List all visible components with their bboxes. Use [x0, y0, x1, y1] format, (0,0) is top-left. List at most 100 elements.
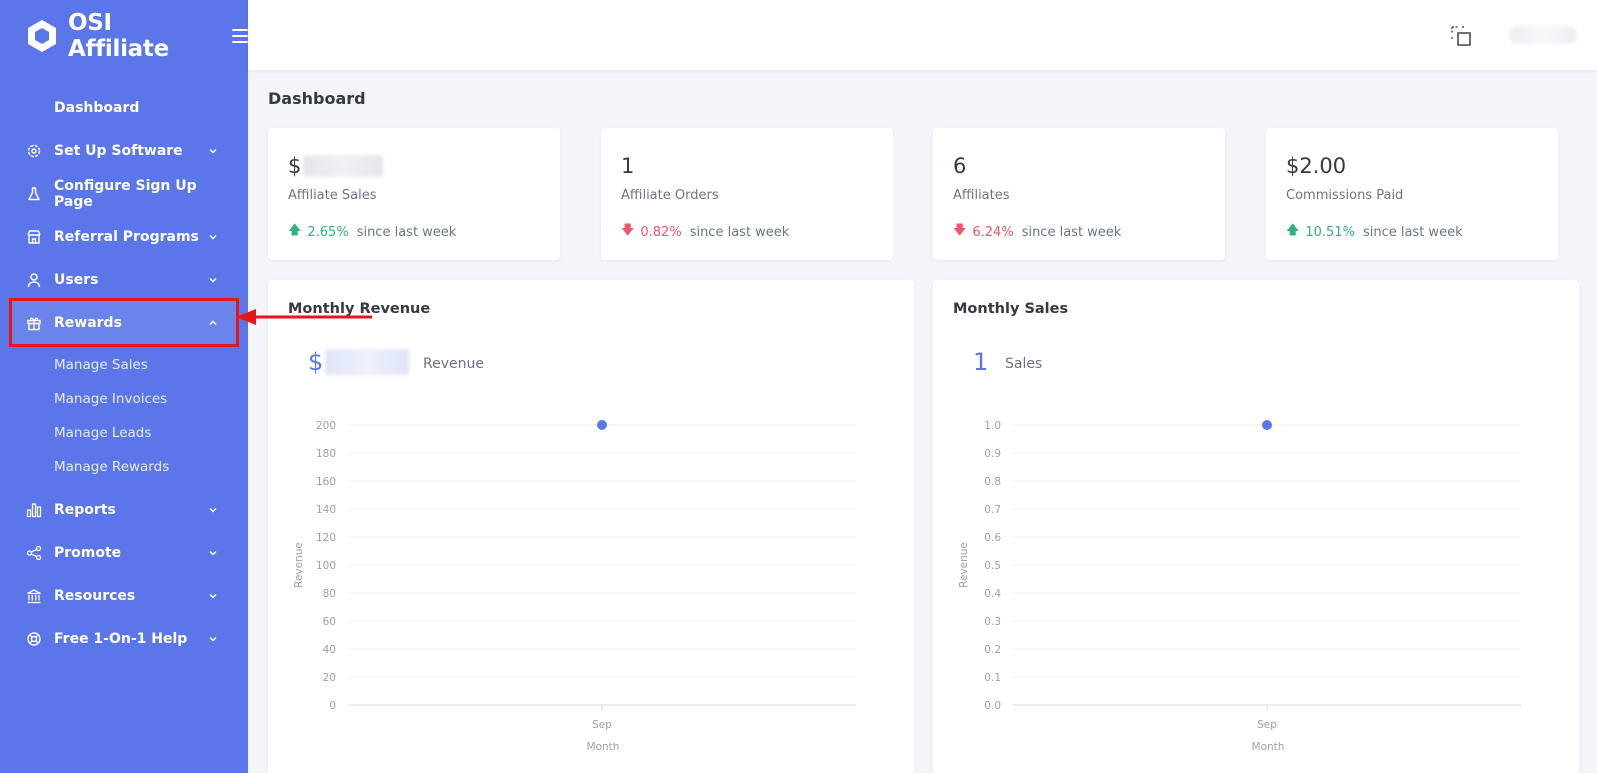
- sidebar-item-configure-sign-up-page[interactable]: Configure Sign Up Page: [0, 172, 248, 215]
- stat-label: Affiliate Sales: [288, 188, 377, 203]
- submenu-item-manage-invoices[interactable]: Manage Invoices: [54, 391, 168, 407]
- stat-value: $2.00: [1286, 154, 1347, 178]
- panel-title: Monthly Revenue: [288, 301, 431, 317]
- chevron-up-icon: [208, 318, 218, 328]
- sidebar-nav: Dashboard Set Up Software Configure Sign…: [0, 86, 248, 347]
- fullscreen-icon[interactable]: [1450, 25, 1472, 47]
- y-tick-label: 200: [316, 420, 336, 432]
- y-tick-label: 0.7: [984, 504, 1001, 516]
- lifebuoy-icon: [26, 631, 42, 647]
- panel-monthly-sales: Monthly Sales 1 Sales 1.0 0.9 0.8 0.7 0.6 0.5…: [933, 280, 1579, 773]
- page-title: Dashboard: [268, 89, 366, 108]
- sidebar-item-label: Rewards: [54, 314, 122, 331]
- x-axis-label: Month: [587, 741, 620, 753]
- arrow-down-icon: 🡇: [621, 223, 635, 238]
- arrow-up-icon: 🡅: [288, 223, 302, 238]
- store-icon: [26, 229, 42, 245]
- x-tick-label: Sep: [1257, 719, 1277, 731]
- sidebar-item-dashboard[interactable]: Dashboard: [0, 86, 248, 129]
- sidebar-item-set-up-software[interactable]: Set Up Software: [0, 129, 248, 172]
- brand-name[interactable]: OSI Affiliate: [68, 10, 169, 62]
- stat-value: 6: [953, 154, 967, 178]
- y-tick-label: 160: [316, 476, 336, 488]
- stat-value: 1: [621, 154, 635, 178]
- y-tick-label: 120: [316, 532, 336, 544]
- bar-chart-icon: [26, 502, 42, 518]
- revenue-total: $: [308, 348, 410, 376]
- osi-logo-icon[interactable]: [24, 18, 60, 54]
- sidebar-item-resources[interactable]: Resources: [0, 574, 248, 617]
- chevron-down-icon: [208, 634, 218, 644]
- sidebar-nav-lower: Reports Promote Resources Free 1-On-1 He…: [0, 488, 248, 660]
- chevron-down-icon: [208, 146, 218, 156]
- y-tick-label: 180: [316, 448, 336, 460]
- sidebar-item-label: Set Up Software: [54, 142, 183, 159]
- stat-card-commissions-paid: $2.00 Commissions Paid 🡅 10.51% since la…: [1266, 128, 1558, 260]
- arrow-up-icon: 🡅: [1286, 223, 1300, 238]
- trend-pct: 6.24%: [972, 224, 1014, 240]
- stat-card-affiliates: 6 Affiliates 🡇 6.24% since last week: [933, 128, 1225, 260]
- sidebar-item-label: Users: [54, 271, 99, 288]
- chevron-down-icon: [208, 548, 218, 558]
- redacted-value: [303, 155, 384, 177]
- stat-label: Commissions Paid: [1286, 188, 1404, 203]
- topbar: [248, 0, 1597, 70]
- sidebar-item-label: Configure Sign Up Page: [54, 177, 197, 210]
- annotation-arrow: [236, 309, 372, 325]
- stat-label: Affiliates: [953, 188, 1010, 203]
- submenu-item-manage-sales[interactable]: Manage Sales: [54, 357, 148, 373]
- sidebar-item-label: Referral Programs: [54, 228, 199, 245]
- y-tick-label: 0.6: [984, 532, 1001, 544]
- y-tick-label: 0.4: [984, 588, 1001, 600]
- y-tick-label: 0.1: [984, 672, 1001, 684]
- trend-since: since last week: [356, 224, 457, 240]
- user-icon: [26, 272, 42, 288]
- sales-total: 1: [973, 348, 989, 376]
- chevron-down-icon: [208, 591, 218, 601]
- sidebar-item-label: Reports: [54, 501, 116, 518]
- stat-value: $: [288, 152, 540, 180]
- menu-toggle-icon[interactable]: [232, 29, 248, 43]
- sidebar-item-rewards[interactable]: Rewards: [9, 298, 239, 347]
- sidebar-item-promote[interactable]: Promote: [0, 531, 248, 574]
- redacted-value: [325, 349, 410, 375]
- trend-pct: 10.51%: [1305, 224, 1355, 240]
- trend-since: since last week: [689, 224, 790, 240]
- stat-label: Affiliate Orders: [621, 188, 719, 203]
- gift-icon: [26, 315, 42, 331]
- submenu-item-manage-leads[interactable]: Manage Leads: [54, 425, 152, 441]
- y-tick-label: 0.0: [984, 700, 1001, 712]
- y-tick-label: 40: [323, 644, 336, 656]
- y-tick-label: 100: [316, 560, 336, 572]
- revenue-chart: 200180160140120100806040200SepMonthReven…: [293, 420, 856, 753]
- sidebar-item-referral-programs[interactable]: Referral Programs: [0, 215, 248, 258]
- revenue-total-label: Revenue: [423, 356, 484, 372]
- sidebar-item-label: Resources: [54, 587, 136, 604]
- trend-pct: 0.82%: [640, 224, 682, 240]
- trend-since: since last week: [1362, 224, 1463, 240]
- sidebar-item-users[interactable]: Users: [0, 258, 248, 301]
- chevron-down-icon: [208, 505, 218, 515]
- chevron-down-icon: [208, 275, 218, 285]
- sales-chart: 1.0 0.9 0.8 0.7 0.6 0.5 0.4 0.3 0.2 0.1 0.0 Sep Mont…: [958, 420, 1521, 753]
- y-tick-label: 20: [323, 672, 336, 684]
- chevron-down-icon: [208, 232, 218, 242]
- brand: OSI Affiliate: [0, 0, 248, 72]
- y-tick-label: 0.5: [984, 560, 1001, 572]
- submenu-item-manage-rewards[interactable]: Manage Rewards: [54, 459, 170, 475]
- flask-icon: [26, 186, 42, 202]
- sidebar-item-reports[interactable]: Reports: [0, 488, 248, 531]
- sidebar-item-free-help[interactable]: Free 1-On-1 Help: [0, 617, 248, 660]
- user-avatar[interactable]: [1509, 26, 1577, 44]
- y-tick-label: 0.8: [984, 476, 1001, 488]
- data-point[interactable]: [1262, 420, 1272, 430]
- panel-title: Monthly Sales: [953, 301, 1069, 317]
- sidebar-item-label: Dashboard: [54, 99, 140, 116]
- x-axis-label: Month: [1252, 741, 1285, 753]
- y-tick-label: 0.3: [984, 616, 1001, 628]
- y-tick-label: 140: [316, 504, 336, 516]
- y-axis-label: Revenue: [293, 542, 305, 588]
- data-point[interactable]: [597, 420, 607, 430]
- stat-trend: 🡇 6.24% since last week: [953, 221, 1205, 243]
- y-tick-label: 0.2: [984, 644, 1001, 656]
